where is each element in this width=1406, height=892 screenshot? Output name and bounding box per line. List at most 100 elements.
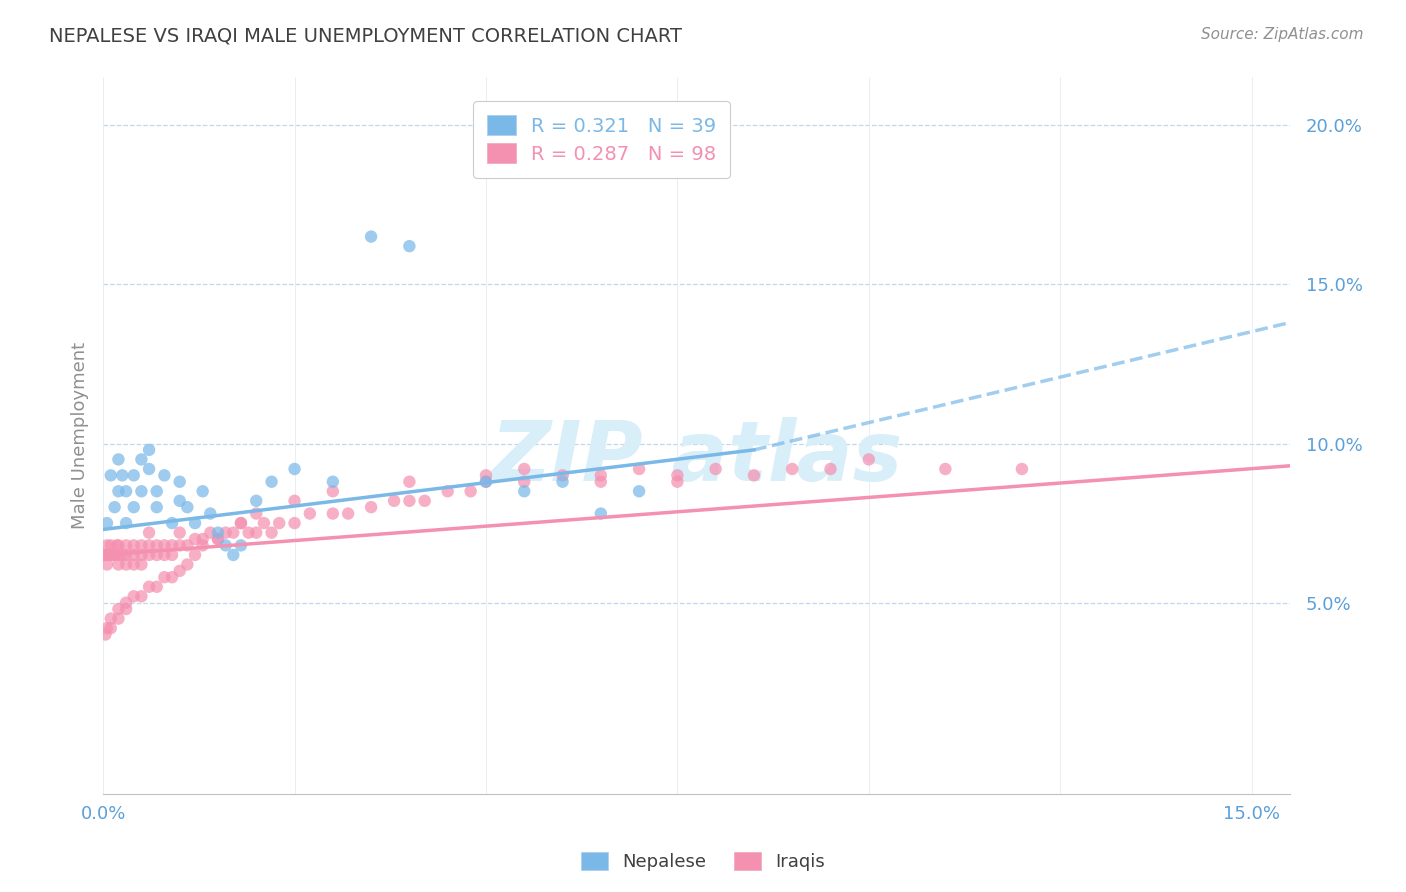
- Point: [820, 462, 842, 476]
- Point: [200, 525, 222, 540]
- Point: [360, 500, 382, 515]
- Point: [138, 442, 160, 457]
- Point: [704, 462, 727, 476]
- Point: [94, 627, 117, 641]
- Point: [260, 525, 283, 540]
- Point: [742, 468, 765, 483]
- Point: [382, 493, 405, 508]
- Point: [93, 548, 115, 562]
- Point: [322, 507, 344, 521]
- Point: [551, 475, 574, 489]
- Point: [100, 468, 122, 483]
- Point: [100, 621, 122, 635]
- Point: [934, 462, 956, 476]
- Point: [96, 558, 118, 572]
- Point: [322, 475, 344, 489]
- Point: [96, 516, 118, 530]
- Point: [398, 239, 420, 253]
- Point: [122, 538, 145, 552]
- Point: [145, 580, 167, 594]
- Point: [107, 602, 129, 616]
- Point: [153, 570, 176, 584]
- Point: [207, 525, 229, 540]
- Point: [115, 484, 138, 499]
- Point: [245, 507, 267, 521]
- Point: [200, 507, 222, 521]
- Legend: R = 0.321   N = 39, R = 0.287   N = 98: R = 0.321 N = 39, R = 0.287 N = 98: [472, 102, 730, 178]
- Point: [98, 548, 121, 562]
- Point: [122, 500, 145, 515]
- Point: [131, 452, 153, 467]
- Point: [666, 475, 689, 489]
- Point: [115, 602, 138, 616]
- Point: [337, 507, 360, 521]
- Point: [160, 570, 183, 584]
- Point: [145, 500, 167, 515]
- Point: [101, 548, 124, 562]
- Point: [214, 538, 236, 552]
- Point: [131, 558, 153, 572]
- Point: [145, 484, 167, 499]
- Point: [131, 538, 153, 552]
- Y-axis label: Male Unemployment: Male Unemployment: [72, 342, 89, 529]
- Point: [115, 516, 138, 530]
- Point: [115, 538, 138, 552]
- Point: [283, 516, 305, 530]
- Point: [184, 516, 207, 530]
- Point: [160, 538, 183, 552]
- Point: [138, 525, 160, 540]
- Point: [253, 516, 276, 530]
- Point: [107, 558, 129, 572]
- Point: [138, 548, 160, 562]
- Point: [222, 548, 245, 562]
- Point: [96, 538, 118, 552]
- Point: [94, 548, 117, 562]
- Point: [153, 548, 176, 562]
- Point: [176, 538, 198, 552]
- Point: [169, 475, 191, 489]
- Point: [245, 525, 267, 540]
- Point: [176, 500, 198, 515]
- Point: [122, 468, 145, 483]
- Text: ZIP atlas: ZIP atlas: [491, 417, 903, 498]
- Point: [322, 484, 344, 499]
- Point: [131, 548, 153, 562]
- Point: [475, 475, 498, 489]
- Point: [107, 484, 129, 499]
- Point: [460, 484, 482, 499]
- Point: [269, 516, 291, 530]
- Point: [398, 493, 420, 508]
- Point: [100, 611, 122, 625]
- Point: [436, 484, 458, 499]
- Point: [115, 558, 138, 572]
- Point: [104, 500, 127, 515]
- Point: [1011, 462, 1033, 476]
- Point: [191, 538, 214, 552]
- Point: [513, 462, 536, 476]
- Point: [138, 580, 160, 594]
- Point: [153, 468, 176, 483]
- Point: [207, 532, 229, 546]
- Point: [115, 548, 138, 562]
- Point: [122, 590, 145, 604]
- Point: [229, 538, 252, 552]
- Point: [138, 538, 160, 552]
- Text: Source: ZipAtlas.com: Source: ZipAtlas.com: [1201, 27, 1364, 42]
- Point: [283, 462, 305, 476]
- Point: [513, 484, 536, 499]
- Point: [589, 507, 612, 521]
- Point: [229, 516, 252, 530]
- Point: [100, 538, 122, 552]
- Point: [191, 484, 214, 499]
- Text: NEPALESE VS IRAQI MALE UNEMPLOYMENT CORRELATION CHART: NEPALESE VS IRAQI MALE UNEMPLOYMENT CORR…: [49, 27, 682, 45]
- Point: [107, 611, 129, 625]
- Point: [298, 507, 321, 521]
- Point: [628, 462, 651, 476]
- Point: [111, 548, 134, 562]
- Point: [238, 525, 260, 540]
- Point: [104, 548, 127, 562]
- Point: [222, 525, 245, 540]
- Point: [169, 538, 191, 552]
- Point: [283, 493, 305, 508]
- Point: [160, 548, 183, 562]
